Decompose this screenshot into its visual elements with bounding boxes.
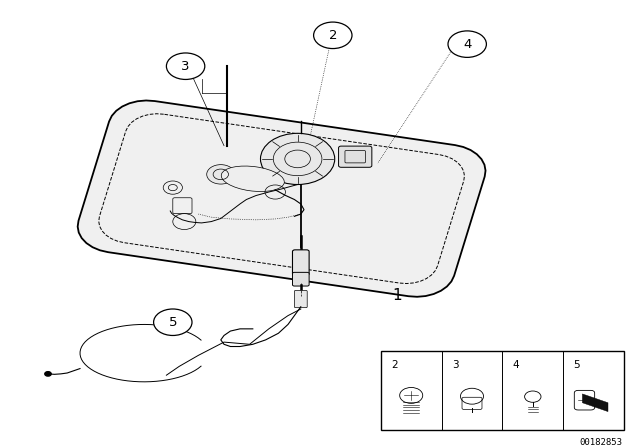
Bar — [381, 351, 624, 431]
Circle shape — [260, 134, 335, 185]
Text: 3: 3 — [181, 60, 190, 73]
Text: 00182853: 00182853 — [580, 438, 623, 447]
Circle shape — [314, 22, 352, 48]
Text: 4: 4 — [513, 360, 519, 370]
Circle shape — [207, 165, 235, 184]
Circle shape — [166, 53, 205, 79]
FancyBboxPatch shape — [339, 146, 372, 167]
Text: 1: 1 — [392, 288, 402, 303]
Polygon shape — [77, 100, 486, 297]
Text: 3: 3 — [452, 360, 458, 370]
Circle shape — [154, 309, 192, 336]
Circle shape — [45, 372, 51, 376]
FancyBboxPatch shape — [294, 290, 307, 308]
FancyBboxPatch shape — [292, 250, 309, 276]
Circle shape — [448, 31, 486, 57]
Ellipse shape — [221, 166, 284, 191]
Text: 4: 4 — [463, 38, 472, 51]
Text: 2: 2 — [391, 360, 397, 370]
Text: 5: 5 — [168, 316, 177, 329]
Text: 2: 2 — [328, 29, 337, 42]
Polygon shape — [582, 394, 608, 412]
FancyBboxPatch shape — [292, 272, 309, 286]
Text: 5: 5 — [573, 360, 580, 370]
